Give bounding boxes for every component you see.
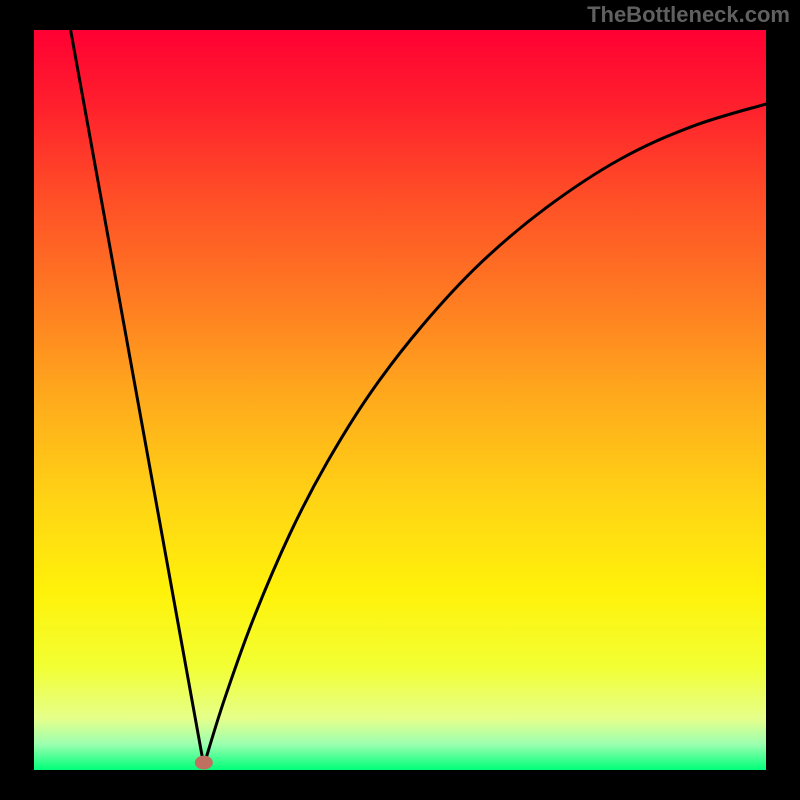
plot-area: [34, 30, 766, 770]
vertex-marker: [195, 756, 213, 770]
watermark-text: TheBottleneck.com: [587, 2, 790, 28]
chart-container: TheBottleneck.com: [0, 0, 800, 800]
curve-path: [71, 30, 766, 766]
bottleneck-curve: [34, 30, 766, 770]
